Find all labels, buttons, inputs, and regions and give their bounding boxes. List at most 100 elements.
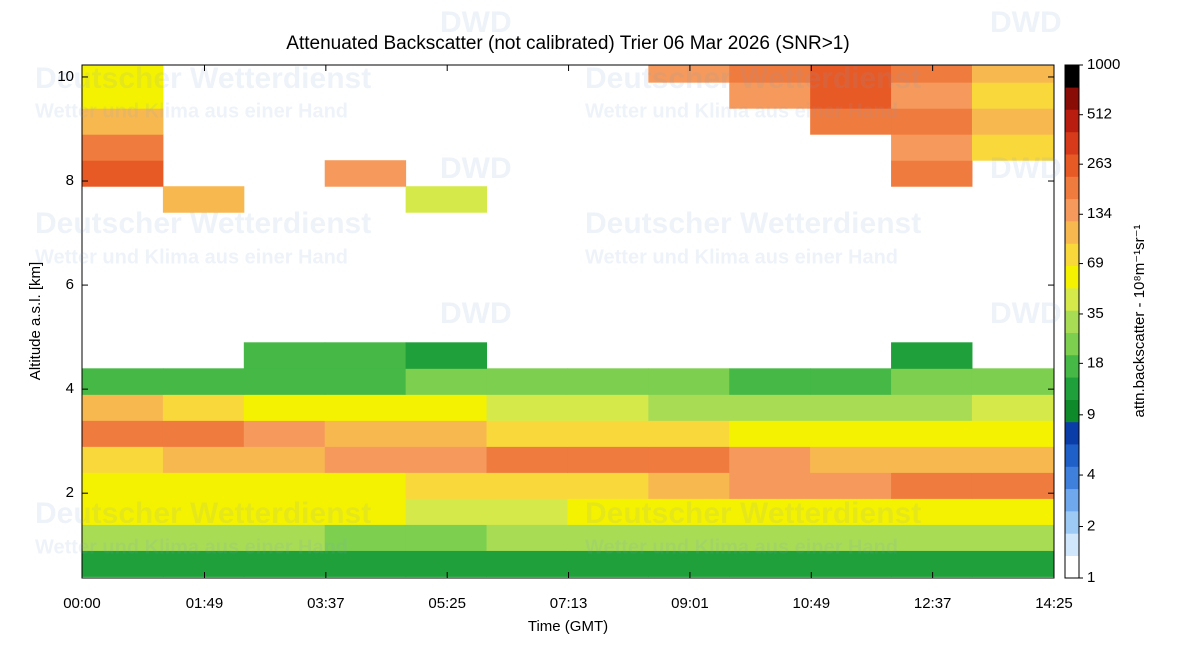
x-tick-label: 03:37: [307, 595, 345, 612]
heatmap-cell: [891, 524, 973, 551]
y-tick-label: 8: [66, 172, 74, 189]
heatmap-cell: [729, 446, 811, 473]
heatmap-cell: [324, 160, 407, 187]
heatmap-cell: [891, 472, 973, 499]
heatmap-cell: [324, 446, 407, 473]
heatmap-cell: [243, 394, 326, 421]
heatmap-cell: [324, 394, 407, 421]
heatmap-cell: [82, 524, 164, 551]
watermark-slogan: Wetter und Klima aus einer Hand: [585, 100, 898, 122]
watermark-slogan: Wetter und Klima aus einer Hand: [585, 536, 898, 558]
heatmap-cell: [405, 550, 488, 577]
heatmap-cell: [729, 420, 811, 447]
colorbar-swatch: [1065, 131, 1079, 155]
colorbar-tick-label: 2: [1087, 517, 1095, 534]
heatmap-cell: [891, 82, 973, 109]
heatmap-cell: [567, 420, 649, 447]
heatmap-cell: [243, 550, 326, 577]
heatmap-cell: [810, 368, 892, 395]
heatmap-cell: [162, 472, 245, 499]
heatmap-cell: [405, 446, 488, 473]
y-tick-label: 2: [66, 484, 74, 501]
heatmap-cell: [567, 472, 649, 499]
heatmap-cell: [82, 446, 164, 473]
heatmap-cell: [971, 472, 1054, 499]
heatmap-cell: [729, 550, 811, 577]
heatmap-cell: [567, 498, 649, 525]
heatmap-cell: [243, 342, 326, 369]
colorbar-swatch: [1065, 265, 1079, 289]
heatmap-cell: [810, 472, 892, 499]
heatmap-cell: [243, 524, 326, 551]
heatmap-cell: [648, 394, 730, 421]
colorbar-swatch: [1065, 310, 1079, 333]
watermark-logo: DWD: [990, 6, 1062, 39]
heatmap-cell: [567, 524, 649, 551]
x-tick-label: 12:37: [914, 595, 952, 612]
heatmap-cell: [648, 550, 730, 577]
x-tick-label: 07:13: [550, 595, 588, 612]
heatmap-cell: [162, 550, 245, 577]
heatmap-cell: [810, 394, 892, 421]
heatmap-cell: [567, 446, 649, 473]
heatmap-cell: [82, 498, 164, 525]
watermarks: Deutscher Wetterdienst Wetter und Klima …: [35, 6, 1062, 558]
watermark-name: Deutscher Wetterdienst: [585, 497, 921, 530]
heatmap-cell: [891, 394, 973, 421]
heatmap-cell: [810, 82, 892, 109]
heatmap-cell: [243, 446, 326, 473]
heatmap-cell: [648, 368, 730, 395]
watermark-slogan: Wetter und Klima aus einer Hand: [35, 536, 348, 558]
colorbar-swatch: [1065, 221, 1079, 244]
heatmap-cell: [243, 420, 326, 447]
heatmap-cell: [971, 420, 1054, 447]
colorbar-tick-label: 263: [1087, 155, 1112, 172]
heatmap-cell: [405, 498, 488, 525]
colorbar-swatch: [1065, 488, 1079, 512]
colorbar-swatch: [1065, 176, 1079, 200]
watermark-slogan: Wetter und Klima aus einer Hand: [585, 246, 898, 268]
heatmap-cell: [243, 498, 326, 525]
colorbar-swatch: [1065, 87, 1079, 110]
heatmap-cell: [648, 472, 730, 499]
x-tick-label: 09:01: [671, 595, 709, 612]
heatmap-cell: [324, 368, 407, 395]
y-tick-label: 10: [57, 68, 74, 85]
heatmap-cell: [486, 446, 568, 473]
colorbar-tick-label: 18: [1087, 354, 1104, 371]
heatmap-cell: [405, 394, 488, 421]
colorbar-swatch: [1065, 109, 1079, 133]
y-tick-label: 4: [66, 380, 74, 397]
colorbar-swatch: [1065, 288, 1079, 311]
heatmap-cell: [486, 550, 568, 577]
heatmap-cell: [567, 368, 649, 395]
watermark-name: Deutscher Wetterdienst: [35, 207, 371, 240]
heatmap-cell: [82, 108, 164, 135]
heatmap-cell: [405, 472, 488, 499]
heatmap-cell: [648, 524, 730, 551]
colorbar-label: attn.backscatter - 10⁸m⁻¹sr⁻¹: [1131, 224, 1148, 417]
heatmap-cell: [891, 65, 973, 83]
heatmap-cell: [486, 394, 568, 421]
heatmap-cell: [82, 134, 164, 161]
heatmap-cell: [810, 550, 892, 577]
watermark-logo: DWD: [440, 297, 512, 330]
heatmap-cell: [729, 82, 811, 109]
colorbar-swatch: [1065, 65, 1079, 88]
x-tick-label: 00:00: [63, 595, 101, 612]
heatmap-cell: [891, 134, 973, 161]
heatmap-cell: [405, 186, 488, 213]
colorbar-tick-label: 9: [1087, 406, 1095, 423]
colorbar-tick-label: 35: [1087, 305, 1104, 322]
colorbar-swatch: [1065, 198, 1079, 222]
heatmap-cell: [971, 524, 1054, 551]
heatmap-cell: [729, 65, 811, 83]
colorbar-swatch: [1065, 511, 1079, 534]
heatmap-cell: [82, 82, 164, 109]
heatmap-cell: [729, 498, 811, 525]
heatmap-cell: [82, 472, 164, 499]
heatmap-cell: [162, 420, 245, 447]
heatmap-cell: [648, 498, 730, 525]
heatmap-cell: [648, 446, 730, 473]
heatmap-cell: [891, 342, 973, 369]
